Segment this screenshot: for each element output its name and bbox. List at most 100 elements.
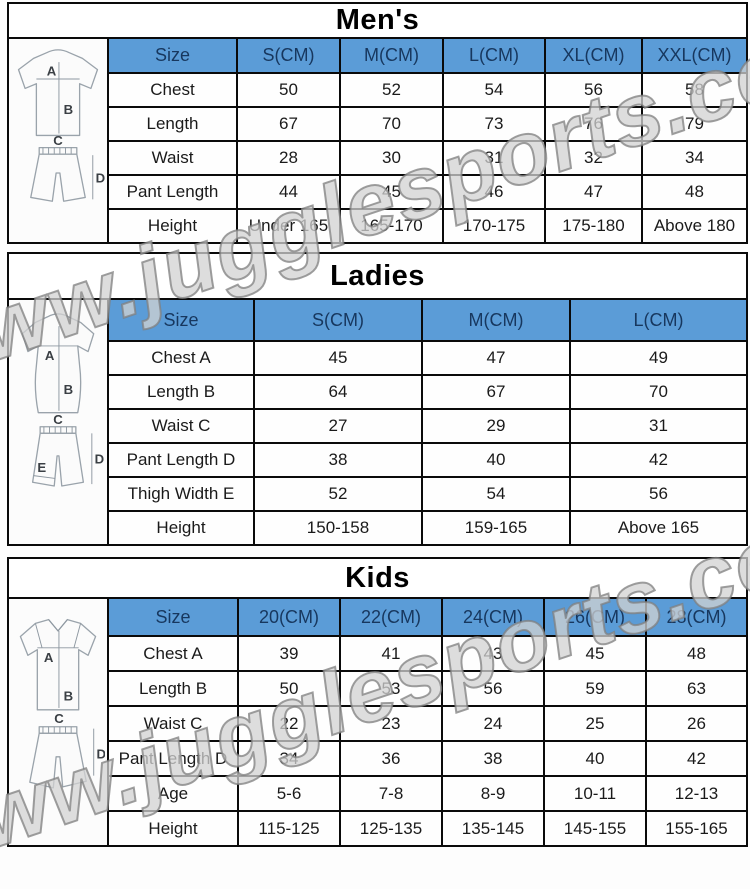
measurement-label-cell: Height (107, 810, 239, 847)
size-value-cell: 56 (544, 72, 643, 108)
mens-garment-illustration: A B C D (7, 37, 109, 244)
measure-label-d: D (96, 170, 105, 185)
section-title: Ladies (7, 252, 748, 300)
measurement-label-cell: Chest A (107, 635, 239, 672)
size-value-cell: 170-175 (442, 208, 546, 244)
table-row: Length 67 70 73 76 79 (8, 106, 748, 142)
table-row: A B C D E Size S(CM) M(CM) L(CM) (7, 298, 748, 546)
ladies-shirt-shorts-diagram: A B C D E (21, 313, 105, 487)
size-value-cell: 64 (253, 374, 423, 410)
measurement-label-cell: Waist C (107, 408, 255, 444)
size-value-cell: 150-158 (253, 510, 423, 546)
size-value-cell: 27 (253, 408, 423, 444)
size-column-header: Size (107, 298, 255, 342)
measurement-label-cell: Height (107, 208, 238, 244)
size-value-cell: 73 (442, 106, 546, 142)
size-column-header: S(CM) (253, 298, 423, 342)
table-row: Age 5-6 7-8 8-9 10-11 12-13 (8, 775, 748, 812)
size-column-header: XXL(CM) (641, 37, 748, 74)
table-row: Chest A 39 41 43 45 48 (8, 635, 748, 672)
size-value-cell: 45 (339, 174, 444, 210)
size-value-cell: 67 (236, 106, 341, 142)
table-row: Length B 50 53 56 59 63 (8, 670, 748, 707)
size-column-header: 24(CM) (441, 597, 545, 637)
size-value-cell: 40 (421, 442, 571, 478)
table-row: Pant Length D 34 36 38 40 42 (8, 740, 748, 777)
size-value-cell: 8-9 (441, 775, 545, 812)
size-value-cell: 175-180 (544, 208, 643, 244)
measure-label-b: B (64, 688, 74, 703)
size-value-cell: 135-145 (441, 810, 545, 847)
size-value-cell: 43 (441, 635, 545, 672)
measure-label-c: C (53, 412, 63, 427)
measurement-label-cell: Pant Length (107, 174, 238, 210)
size-value-cell: 42 (569, 442, 748, 478)
measurement-label-cell: Waist (107, 140, 238, 176)
table-row: Men's (7, 2, 748, 39)
table-row: Pant Length 44 45 46 47 48 (8, 174, 748, 210)
kids-size-chart-section: Kids A B C D (7, 557, 748, 847)
size-value-cell: 22 (237, 705, 341, 742)
size-column-header: M(CM) (421, 298, 571, 342)
table-row: Height 150-158 159-165 Above 165 (8, 510, 748, 546)
size-value-cell: 29 (421, 408, 571, 444)
size-value-cell: 155-165 (645, 810, 748, 847)
size-value-cell: 47 (421, 340, 571, 376)
size-value-cell: 58 (641, 72, 748, 108)
measurement-label-cell: Chest A (107, 340, 255, 376)
size-value-cell: 52 (339, 72, 444, 108)
measure-label-d: D (95, 451, 105, 466)
size-value-cell: 40 (543, 740, 647, 777)
size-value-cell: 165-170 (339, 208, 444, 244)
measure-label-a: A (47, 63, 57, 78)
size-value-cell: 70 (569, 374, 748, 410)
size-value-cell: 76 (544, 106, 643, 142)
size-value-cell: 56 (441, 670, 545, 707)
size-column-header: 22(CM) (339, 597, 443, 637)
size-column-header: 28(CM) (645, 597, 748, 637)
kids-garment-illustration: A B C D (7, 597, 109, 847)
measure-label-c: C (53, 132, 63, 147)
size-value-cell: 125-135 (339, 810, 443, 847)
table-row: Waist 28 30 31 32 34 (8, 140, 748, 176)
size-column-header: XL(CM) (544, 37, 643, 74)
table-row: Height 115-125 125-135 135-145 145-155 1… (8, 810, 748, 847)
size-column-header: L(CM) (569, 298, 748, 342)
size-value-cell: 42 (645, 740, 748, 777)
measure-label-d: D (97, 747, 105, 762)
section-title: Men's (7, 2, 748, 39)
measure-label-c: C (54, 711, 64, 726)
table-row: Height Under 165 165-170 170-175 175-180… (8, 208, 748, 244)
size-value-cell: 30 (339, 140, 444, 176)
size-value-cell: 7-8 (339, 775, 443, 812)
measurement-label-cell: Length B (107, 670, 239, 707)
measure-label-b: B (64, 101, 74, 116)
kids-shirt-shorts-diagram: A B C D (19, 618, 105, 789)
size-value-cell: 54 (421, 476, 571, 512)
size-column-header: Size (107, 597, 239, 637)
measurement-label-cell: Thigh Width E (107, 476, 255, 512)
kids-size-table: Kids A B C D (7, 557, 748, 847)
size-value-cell: 36 (339, 740, 443, 777)
measure-label-a: A (45, 348, 55, 363)
size-column-header: L(CM) (442, 37, 546, 74)
ladies-size-chart-section: Ladies A B C D E (7, 252, 748, 546)
size-value-cell: 50 (237, 670, 341, 707)
size-value-cell: 48 (641, 174, 748, 210)
table-row: Length B 64 67 70 (8, 374, 748, 410)
size-column-header: 26(CM) (543, 597, 647, 637)
size-value-cell: 44 (236, 174, 341, 210)
size-value-cell: 59 (543, 670, 647, 707)
size-value-cell: 47 (544, 174, 643, 210)
measure-label-e: E (37, 460, 46, 475)
measurement-label-cell: Height (107, 510, 255, 546)
size-value-cell: 12-13 (645, 775, 748, 812)
size-column-header: S(CM) (236, 37, 341, 74)
size-value-cell: 53 (339, 670, 443, 707)
measurement-label-cell: Pant Length D (107, 740, 239, 777)
size-value-cell: 56 (569, 476, 748, 512)
size-value-cell: 25 (543, 705, 647, 742)
size-value-cell: 39 (237, 635, 341, 672)
size-value-cell: 63 (645, 670, 748, 707)
size-value-cell: 34 (641, 140, 748, 176)
